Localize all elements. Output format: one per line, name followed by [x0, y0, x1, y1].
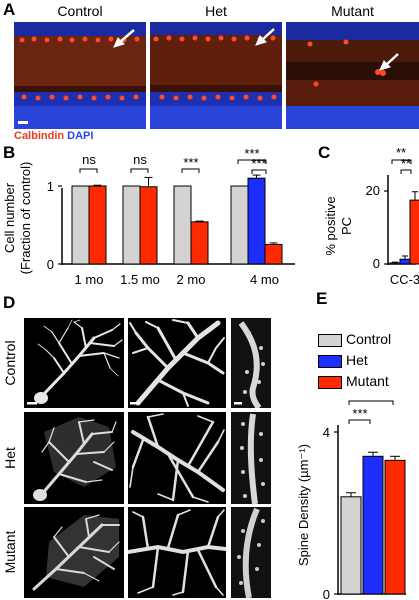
stain-label-calbindin: Calbindin: [14, 130, 65, 142]
panel-a-column-het: Het: [205, 3, 227, 19]
chart-b-bar-het-4-mo: [247, 177, 266, 265]
micrograph-purkinje-control-spines: [231, 318, 271, 408]
chart-b-bar-control-2-mo: [173, 185, 192, 265]
chart-b: Cell number (Fraction of control) 1 0 1 …: [2, 146, 295, 285]
panel-d-row-label-mutant: Mutant: [2, 530, 18, 574]
chart-e-sig-bracket-control-mutant: [348, 400, 394, 405]
chart-b-xtick-1-5-mo: 1.5 mo: [120, 272, 160, 285]
chart-c-bar-mutant: [409, 199, 419, 265]
panel-d-row-label-mutant-wrap: Mutant: [0, 507, 20, 598]
chart-b-sig-1mo: ns: [82, 152, 96, 167]
legend-swatch-control: [318, 334, 342, 347]
chart-b-ytick-1: 1: [47, 179, 54, 194]
chart-e-ytick-4: 4: [323, 425, 330, 440]
legend-label-het: Het: [346, 352, 368, 368]
chart-b-bar-control-1-5-mo: [122, 185, 141, 265]
chart-c-sig-bracket-control: [391, 159, 412, 164]
chart-b-bar-mutant-2-mo: [190, 221, 209, 265]
chart-e-bar-control: [340, 496, 362, 595]
micrograph-purkinje-het-spines: [231, 412, 271, 504]
chart-b-xtick-2-mo: 2 mo: [177, 272, 206, 285]
chart-c-ytick-20: 20: [366, 183, 380, 198]
chart-e-ylabel: Spine Density (µm⁻¹): [296, 444, 311, 566]
panel-a-column-control: Control: [57, 3, 103, 19]
panel-d-row-label-control: Control: [2, 340, 18, 386]
chart-c-bar-het: [399, 258, 411, 265]
micrograph-purkinje-het-dendrites: [128, 412, 226, 504]
chart-c-bar-control: [389, 262, 401, 265]
micrograph-cerebellum-het: [150, 22, 282, 129]
panel-c-label: C: [318, 143, 331, 162]
chart-b-xtick-4-mo: 4 mo: [250, 272, 279, 285]
panel-b-label: B: [3, 143, 16, 162]
micrograph-purkinje-mutant-spines: [231, 507, 271, 598]
chart-e-sig-control-mutant: ***: [363, 395, 378, 402]
micrograph-purkinje-mutant-whole: [24, 507, 124, 598]
micrograph-purkinje-control-dendrites: [128, 318, 226, 408]
chart-b-ylabel-2: (Fraction of control): [18, 162, 33, 275]
chart-b-sig-bracket-4mo-control: [237, 159, 267, 164]
micrograph-purkinje-het-whole: [24, 412, 124, 504]
chart-b-sig-4mo-control: ***: [244, 146, 259, 161]
chart-e-bar-mutant: [384, 459, 406, 595]
stain-legend: Calbindin DAPI: [14, 130, 93, 142]
chart-c-sig-bracket-het: [400, 169, 412, 174]
chart-b-bar-mutant-4-mo: [264, 244, 283, 265]
panel-d-label: D: [3, 293, 16, 312]
chart-b-ylabel-1: Cell number: [2, 182, 17, 253]
chart-b-bar-mutant-1-5-mo: [139, 186, 158, 265]
chart-c-sig-control: **: [396, 145, 406, 160]
micrograph-purkinje-control-whole: [24, 318, 124, 408]
panel-d-row-label-het-wrap: Het: [0, 412, 20, 504]
chart-c-sig-het: **: [401, 156, 411, 171]
micrograph-cerebellum-control: [14, 22, 146, 129]
chart-e-sig-bracket-control-het: [348, 419, 371, 424]
chart-b-sig-bracket-1-5mo: [130, 168, 149, 173]
micrograph-purkinje-mutant-dendrites: [128, 507, 226, 598]
chart-c-ylabel-2: PC: [339, 217, 354, 235]
chart-b-xtick-1-mo: 1 mo: [75, 272, 104, 285]
chart-b-bar-control-4-mo: [230, 185, 249, 265]
panel-d-row-label-het: Het: [2, 447, 18, 469]
chart-b-sig-bracket-2mo: [181, 168, 200, 173]
panel-d-row-label-control-wrap: Control: [0, 318, 20, 408]
chart-e-ytick-0: 0: [323, 587, 330, 600]
chart-c-xtick-cc-3: CC-3: [390, 272, 419, 285]
chart-c-ylabel-1: % positive: [323, 196, 338, 255]
legend-swatch-het: [318, 355, 342, 368]
legend-swatch-mutant: [318, 376, 342, 389]
stain-label-dapi: DAPI: [67, 130, 94, 142]
chart-e-sig-control-het: ***: [352, 406, 367, 421]
panel-e-label: E: [316, 289, 328, 308]
panel-a-label: A: [3, 0, 16, 19]
chart-b-sig-4mo-het: ***: [251, 156, 266, 171]
chart-b-bar-mutant-1-mo: [88, 185, 107, 265]
legend-label-control: Control: [346, 331, 392, 347]
micrograph-cerebellum-mutant: [286, 22, 419, 129]
chart-e-bar-het: [362, 455, 384, 595]
chart-c-ytick-0: 0: [373, 256, 380, 271]
panel-a-column-mutant: Mutant: [331, 3, 374, 19]
legend-label-mutant: Mutant: [346, 373, 389, 389]
chart-e: Spine Density (µm⁻¹) 4 0 *** ***: [296, 395, 406, 600]
chart-b-sig-2mo: ***: [183, 155, 198, 170]
chart-b-ytick-0: 0: [47, 257, 54, 272]
chart-b-sig-bracket-4mo-het: [251, 169, 267, 174]
chart-b-sig-bracket-1mo: [79, 168, 98, 173]
chart-c: % positive PC 20 0 CC-3 ** **: [323, 145, 419, 285]
chart-b-sig-1-5mo: ns: [133, 152, 147, 167]
chart-b-bar-control-1-mo: [71, 185, 90, 265]
